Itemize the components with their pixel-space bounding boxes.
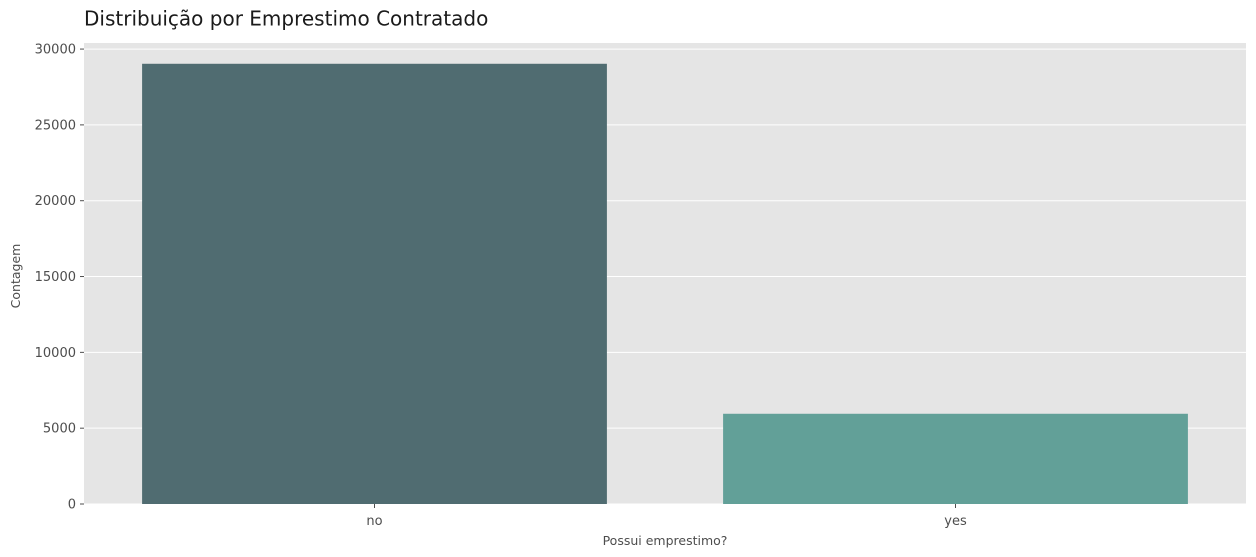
x-axis-label: Possui emprestimo? (603, 533, 728, 548)
y-tick-label: 15000 (35, 270, 76, 285)
y-tick-label: 10000 (35, 346, 76, 361)
chart-title: Distribuição por Emprestimo Contratado (84, 7, 488, 31)
bars (142, 63, 1188, 504)
y-tick-label: 0 (68, 498, 76, 513)
x-axis-ticks: no yes (366, 504, 967, 529)
y-tick-label: 20000 (35, 194, 76, 209)
x-tick-label-yes: yes (944, 514, 967, 529)
bar-yes (723, 413, 1188, 504)
y-axis-ticks: 0 5000 10000 15000 20000 25000 30000 (35, 43, 84, 513)
bar-no (142, 63, 607, 504)
y-axis-label: Contagem (8, 244, 23, 309)
y-tick-label: 5000 (43, 422, 76, 437)
y-tick-label: 30000 (35, 43, 76, 58)
x-tick-label-no: no (366, 514, 382, 529)
y-tick-label: 25000 (35, 118, 76, 133)
